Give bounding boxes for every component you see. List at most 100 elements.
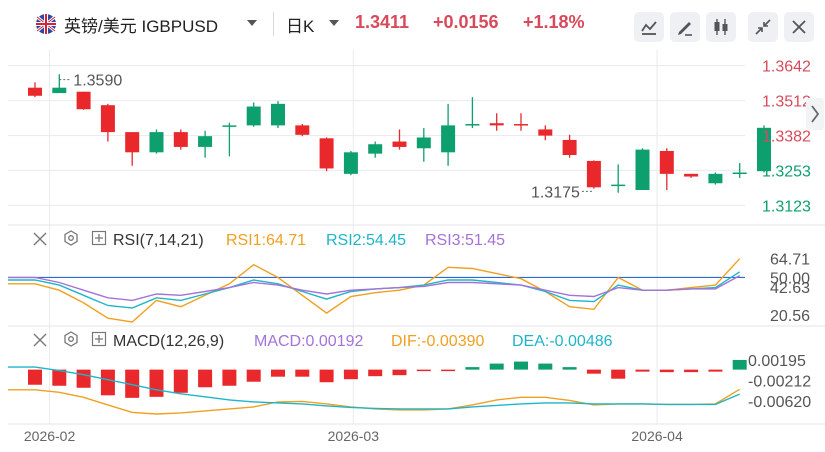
rsi-tick-label: 50.00	[770, 270, 810, 287]
rsi-tick-label: 20.56	[770, 308, 810, 325]
candle	[246, 102, 261, 127]
settings-icon[interactable]	[64, 331, 78, 347]
candle-body	[562, 139, 577, 155]
chart-header: 英镑/美元 IGBPUSD 日K 1.3411 +0.0156 +1.18%	[0, 0, 825, 50]
x-tick-label: 2026-04	[631, 428, 683, 444]
add-icon[interactable]	[91, 230, 107, 246]
settings-icon[interactable]	[64, 230, 78, 246]
chart-line-button[interactable]	[634, 12, 664, 42]
candle	[732, 163, 747, 178]
candle	[271, 101, 285, 129]
candle-body	[319, 138, 334, 169]
candles-icon	[714, 19, 728, 35]
candle	[611, 164, 626, 193]
macd-bar	[100, 369, 115, 396]
candle	[757, 125, 771, 173]
price-tick-label: 1.3512	[762, 94, 811, 111]
macd-bar	[52, 369, 67, 386]
candle-body	[489, 123, 504, 126]
macd-bar	[611, 369, 626, 379]
candle-body	[368, 144, 383, 154]
pair-title[interactable]: 英镑/美元 IGBPUSD	[64, 17, 218, 36]
macd-title: MACD(12,26,9)	[113, 333, 224, 350]
candle	[684, 173, 699, 178]
candle-body	[343, 152, 358, 174]
candle	[708, 172, 723, 185]
macd-value: MACD:0.00192	[254, 333, 363, 350]
macd-bar	[465, 367, 480, 370]
candle-body	[586, 160, 601, 188]
macd-bar	[562, 367, 577, 370]
macd-bar	[271, 369, 285, 377]
price-change: +0.0156	[433, 12, 499, 32]
candle-body	[125, 132, 140, 153]
close-icon[interactable]	[33, 232, 47, 246]
period-selector[interactable]: 日K	[286, 17, 315, 36]
candle	[76, 91, 91, 110]
rsi-line-rsi3	[8, 274, 741, 302]
candle-body	[246, 106, 261, 126]
price-tick-label: 1.3382	[762, 129, 811, 146]
macd-bar	[538, 363, 553, 370]
rsi-title: RSI(7,14,21)	[113, 232, 204, 249]
candle-body	[441, 125, 456, 153]
candle-body	[611, 184, 626, 187]
dea-value: DEA:-0.00486	[512, 333, 613, 350]
candle	[465, 97, 480, 129]
close-button[interactable]	[784, 12, 814, 42]
macd-bar	[368, 369, 383, 377]
scroll-right-button[interactable]	[806, 98, 824, 130]
macd-bar	[416, 369, 431, 372]
macd-line-dea	[8, 366, 740, 410]
candle	[538, 125, 553, 141]
candle	[149, 129, 164, 154]
rsi-series	[8, 258, 745, 323]
x-tick-label: 2026-03	[328, 428, 380, 444]
macd-bar	[198, 369, 213, 388]
price-change-pct: +1.18%	[523, 12, 585, 32]
draw-button[interactable]	[670, 12, 700, 42]
candle-body	[295, 125, 310, 135]
macd-bar	[392, 369, 407, 376]
price-tick-label: 1.3642	[762, 59, 811, 76]
candle-body	[465, 124, 480, 126]
candle	[319, 137, 334, 172]
candle	[125, 132, 140, 166]
candle	[295, 124, 310, 137]
collapse-button[interactable]	[748, 12, 778, 42]
candle-body	[684, 173, 699, 177]
macd-tick-label: -0.00620	[748, 394, 811, 411]
candle	[635, 148, 650, 190]
candle-body	[538, 129, 553, 136]
x-tick-label: 2026-02	[24, 428, 76, 444]
candle	[416, 128, 431, 162]
chevron-down-icon[interactable]	[247, 20, 257, 26]
macd-bar	[222, 369, 237, 386]
macd-bar	[76, 369, 91, 388]
add-icon[interactable]	[91, 331, 107, 347]
macd-bar	[659, 369, 674, 373]
candle	[52, 74, 67, 94]
pencil-icon	[678, 22, 692, 36]
candle	[392, 129, 407, 150]
uk-flag-icon	[36, 14, 56, 34]
candles-button[interactable]	[706, 12, 736, 42]
macd-bar	[319, 369, 334, 383]
macd-bar	[295, 369, 310, 377]
rsi2-value: RSI2:54.45	[326, 232, 406, 249]
macd-bar	[514, 361, 528, 370]
chart-line-icon	[641, 21, 657, 35]
candle-body	[173, 132, 188, 147]
macd-series	[8, 359, 747, 415]
divider	[273, 12, 274, 36]
price-tick-label: 1.3123	[762, 198, 811, 215]
macd-tick-label: 0.00195	[748, 353, 806, 370]
candle	[343, 150, 358, 176]
close-icon[interactable]	[33, 333, 47, 347]
candle	[562, 134, 577, 158]
candle-body	[149, 132, 164, 153]
chevron-down-icon[interactable]	[329, 20, 339, 26]
candle-body	[757, 127, 771, 172]
